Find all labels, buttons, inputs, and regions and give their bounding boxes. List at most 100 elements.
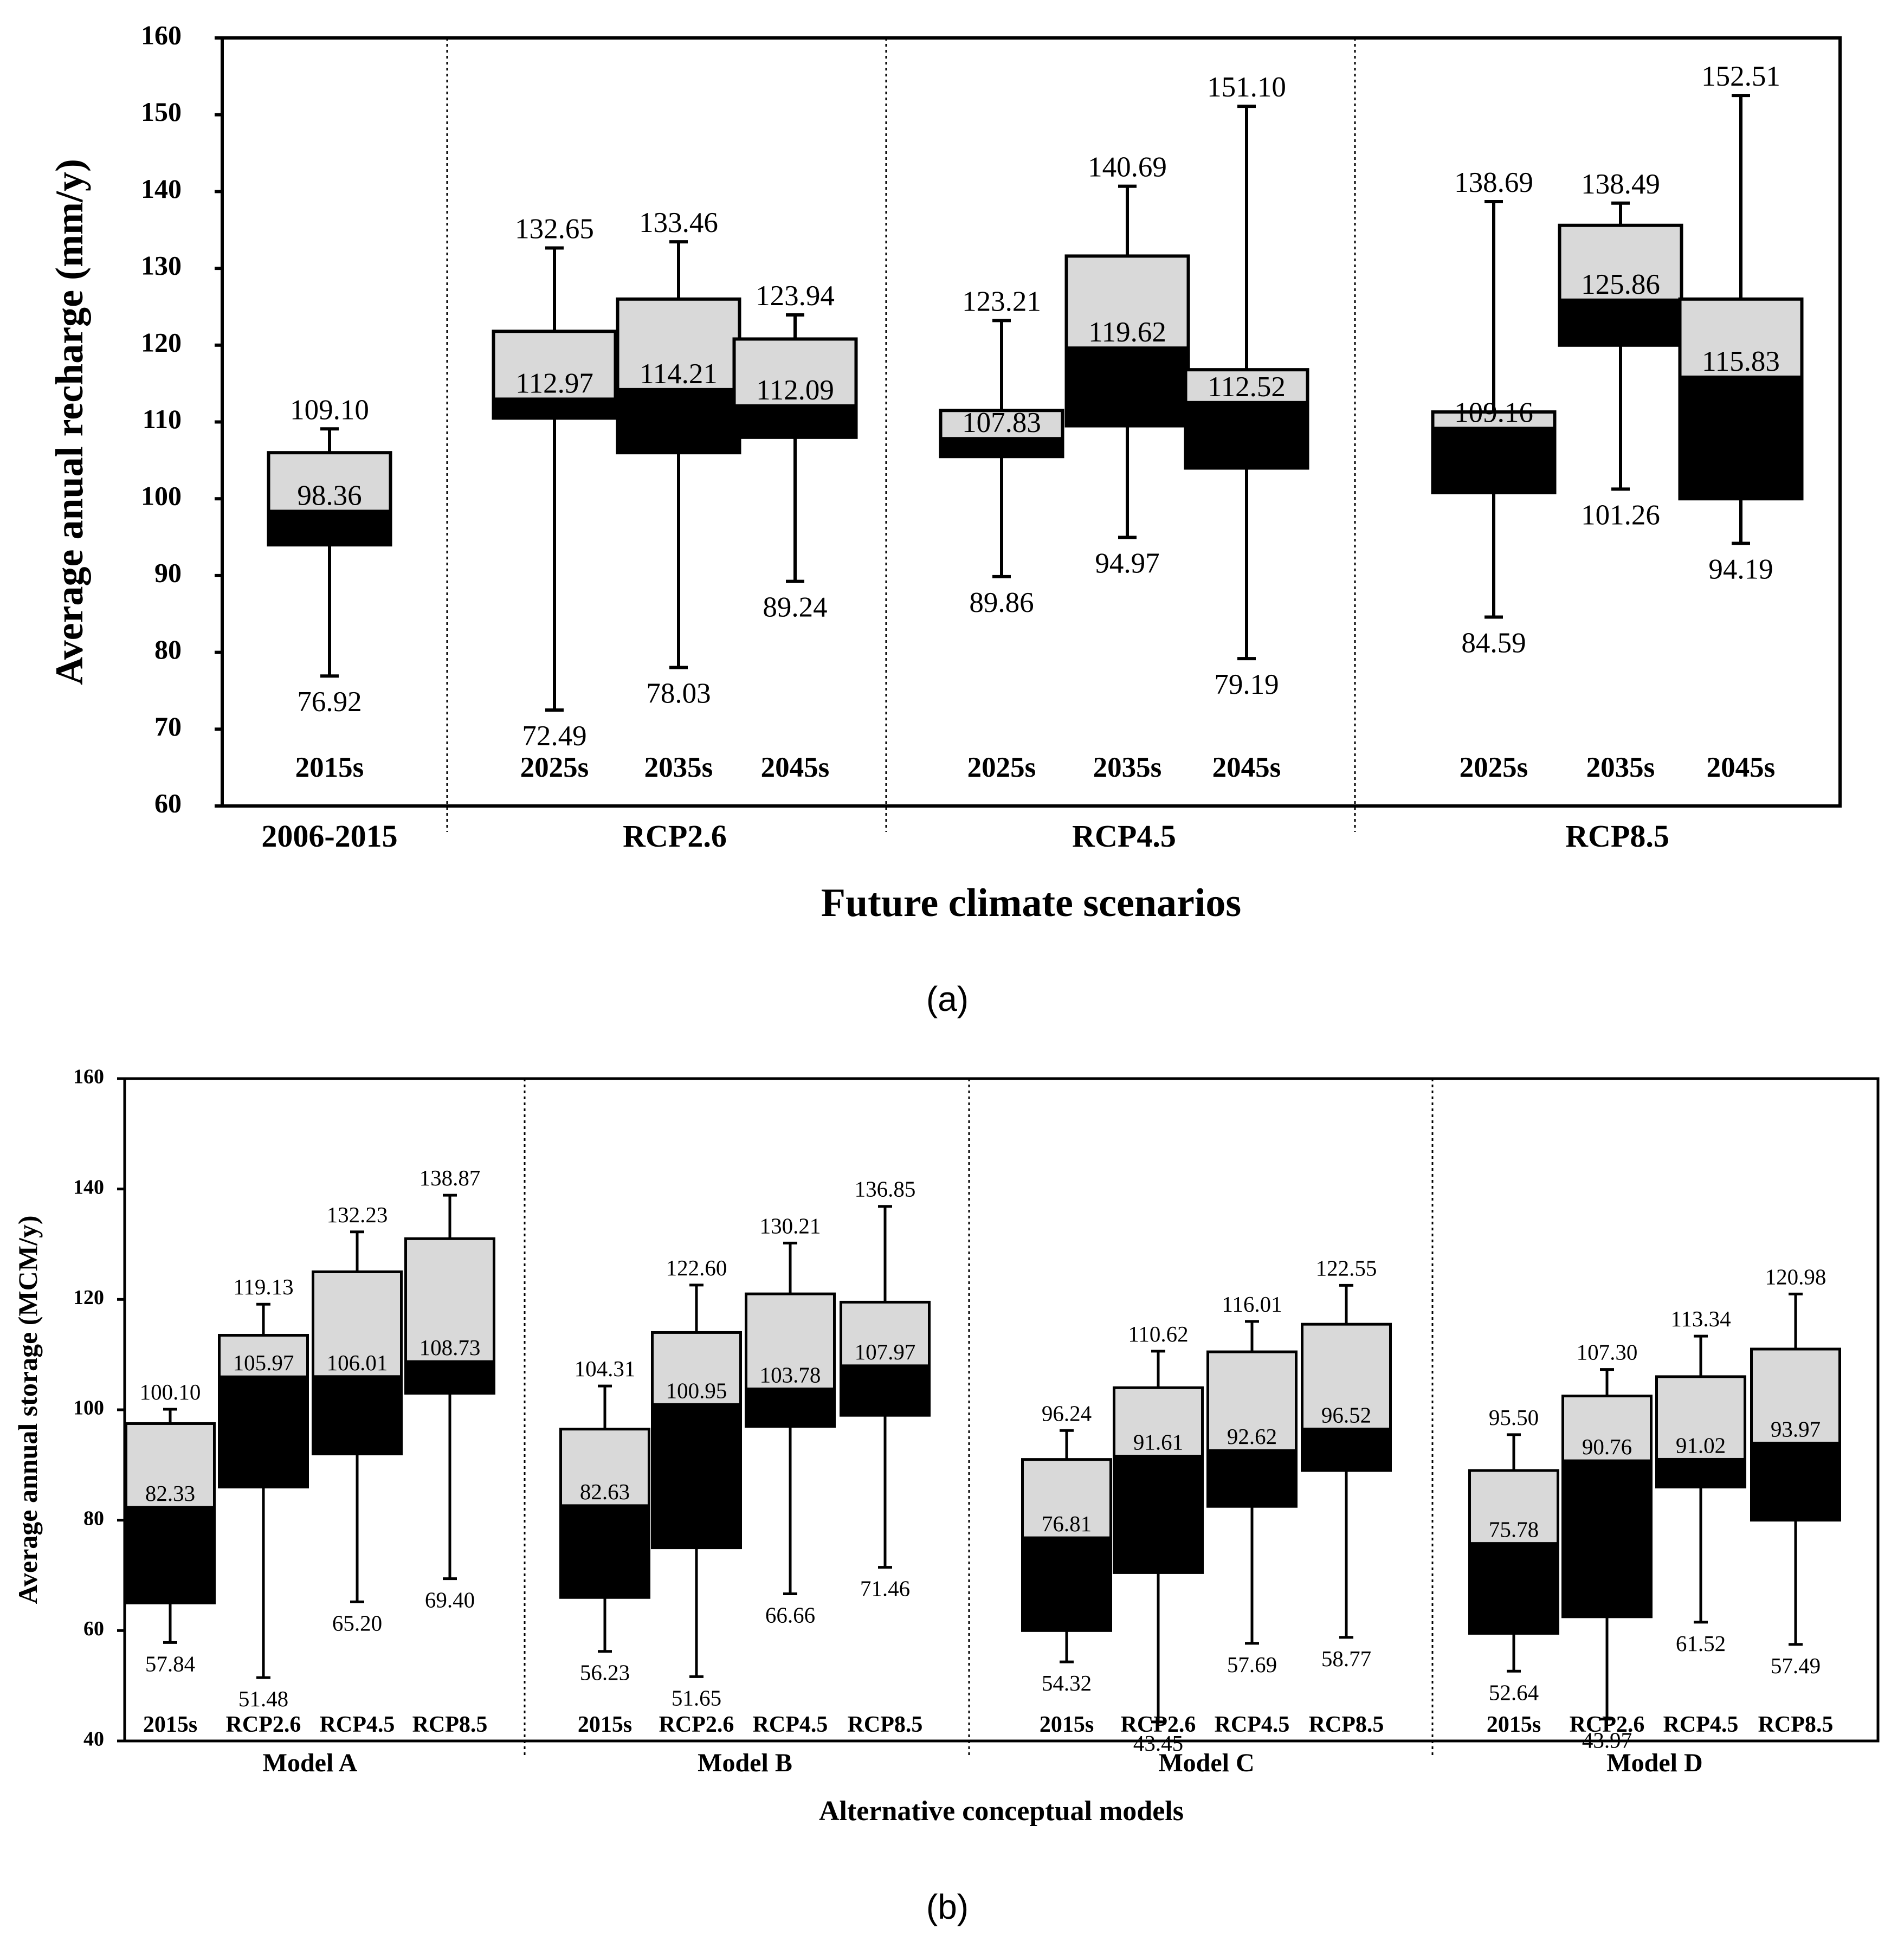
max-value-label: 138.87	[419, 1165, 481, 1190]
box-lower-quartile	[1678, 375, 1804, 501]
min-value-label: 101.26	[1581, 499, 1660, 531]
box-upper-quartile	[1113, 1386, 1204, 1457]
min-value-label: 56.23	[580, 1660, 630, 1685]
box-lower-quartile	[559, 1504, 650, 1599]
category-label: RCP8.5	[1758, 1712, 1834, 1737]
max-value-label: 133.46	[639, 207, 718, 238]
category-label: 2025s	[967, 752, 1036, 783]
category-label: 2015s	[1487, 1712, 1541, 1737]
median-value-label: 109.16	[1454, 397, 1533, 428]
min-value-label: 57.69	[1227, 1652, 1277, 1677]
median-value-label: 91.61	[1133, 1429, 1183, 1454]
y-tick-label: 140	[141, 173, 182, 204]
median-value-label: 96.52	[1321, 1402, 1371, 1427]
y-tick-label: 120	[73, 1286, 104, 1309]
max-value-label: 113.34	[1670, 1306, 1731, 1331]
median-value-label: 82.63	[580, 1479, 630, 1504]
group-label: Model D	[1606, 1749, 1702, 1777]
category-label: 2015s	[1040, 1712, 1094, 1737]
min-value-label: 78.03	[646, 678, 711, 710]
category-label: 2025s	[520, 752, 589, 783]
x-axis-title: Alternative conceptual models	[819, 1796, 1184, 1827]
min-value-label: 94.97	[1095, 547, 1159, 579]
y-tick-label: 60	[154, 788, 182, 818]
box-upper-quartile	[939, 409, 1064, 441]
min-value-label: 66.66	[765, 1603, 815, 1628]
min-value-label: 89.24	[763, 592, 827, 623]
median-value-label: 108.73	[419, 1335, 481, 1360]
y-tick-label: 100	[141, 481, 182, 511]
category-label: 2015s	[143, 1712, 197, 1737]
box-upper-quartile	[312, 1270, 403, 1378]
box-lower-quartile	[1750, 1441, 1841, 1522]
max-value-label: 109.10	[290, 394, 369, 425]
box-lower-quartile	[651, 1403, 742, 1550]
category-label: RCP2.6	[226, 1712, 301, 1737]
median-value-label: 98.36	[297, 480, 362, 511]
min-value-label: 54.32	[1042, 1670, 1092, 1695]
median-value-label: 114.21	[640, 358, 718, 390]
group-label: RCP8.5	[1565, 818, 1669, 854]
median-value-label: 112.97	[515, 367, 593, 399]
box-upper-quartile	[616, 297, 741, 391]
box-upper-quartile	[125, 1422, 216, 1509]
category-label: RCP4.5	[1215, 1712, 1290, 1737]
min-value-label: 94.19	[1708, 554, 1773, 585]
median-value-label: 115.83	[1702, 346, 1780, 377]
max-value-label: 122.60	[666, 1255, 727, 1280]
median-value-label: 125.86	[1581, 269, 1660, 300]
box-upper-quartile	[732, 337, 858, 408]
category-label: 2015s	[578, 1712, 632, 1737]
box-lower-quartile	[732, 404, 858, 439]
max-value-label: 132.65	[515, 214, 594, 245]
category-label: RCP2.6	[659, 1712, 734, 1737]
category-label: 2045s	[761, 752, 830, 783]
box-lower-quartile	[1113, 1454, 1204, 1574]
max-value-label: 104.31	[575, 1356, 636, 1381]
median-value-label: 106.01	[327, 1350, 388, 1375]
box-upper-quartile	[1561, 1395, 1653, 1462]
box-lower-quartile	[1431, 427, 1557, 494]
median-value-label: 112.52	[1208, 371, 1286, 403]
y-tick-label: 120	[141, 327, 182, 357]
y-tick-label: 160	[73, 1066, 104, 1088]
y-tick-label: 150	[141, 96, 182, 127]
min-value-label: 89.86	[969, 587, 1034, 618]
max-value-label: 95.50	[1489, 1405, 1539, 1430]
category-label: 2035s	[1586, 752, 1655, 783]
min-value-label: 61.52	[1676, 1631, 1726, 1656]
chart-b-storage: 40 60 80 100 120 140 160 100.10 82.33 57.84 2015s 1…	[12, 1066, 1880, 1926]
max-value-label: 132.23	[327, 1202, 388, 1227]
category-label: RCP4.5	[320, 1712, 395, 1737]
box-upper-quartile	[267, 451, 392, 513]
median-value-label: 92.62	[1227, 1424, 1277, 1449]
median-value-label: 91.02	[1676, 1433, 1726, 1457]
box-lower-quartile	[1064, 346, 1190, 428]
min-value-label: 84.59	[1461, 628, 1526, 659]
min-value-label: 65.20	[332, 1610, 382, 1635]
category-label: 2035s	[1093, 752, 1162, 783]
box-lower-quartile	[745, 1388, 836, 1428]
box-lower-quartile	[1184, 401, 1309, 470]
max-value-label: 138.69	[1454, 167, 1533, 198]
min-value-label: 52.64	[1489, 1680, 1539, 1705]
min-value-label: 69.40	[425, 1588, 475, 1612]
box-upper-quartile	[651, 1331, 742, 1406]
box-lower-quartile	[616, 388, 741, 455]
figure-caption: (a)	[926, 979, 969, 1018]
min-value-label: 51.65	[672, 1685, 721, 1710]
box-upper-quartile	[1468, 1469, 1559, 1545]
y-tick-label: 60	[83, 1617, 104, 1640]
box-lower-quartile	[492, 397, 617, 420]
box-upper-quartile	[1431, 410, 1557, 430]
box-upper-quartile	[404, 1237, 495, 1363]
y-tick-label: 40	[83, 1728, 104, 1751]
max-value-label: 123.21	[962, 286, 1041, 317]
category-label: RCP8.5	[1309, 1712, 1384, 1737]
category-label: RCP4.5	[753, 1712, 828, 1737]
box-lower-quartile	[840, 1364, 931, 1417]
box-upper-quartile	[1021, 1458, 1112, 1539]
category-label: RCP8.5	[412, 1712, 488, 1737]
group-label: 2006-2015	[261, 818, 397, 854]
category-label: RCP2.6	[1121, 1712, 1196, 1737]
